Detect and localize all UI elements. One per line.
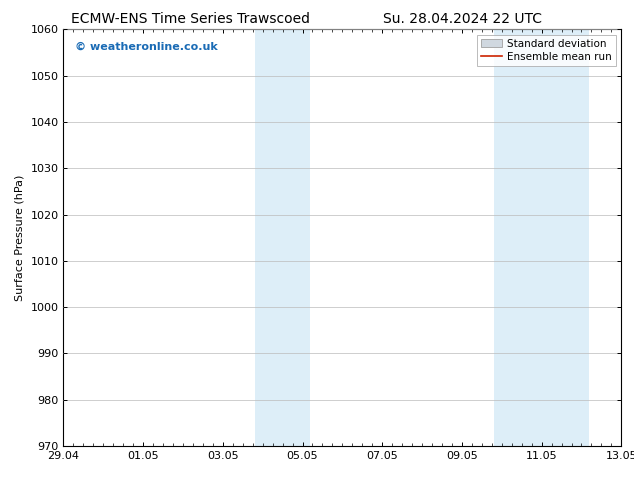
Text: ECMW-ENS Time Series Trawscoed: ECMW-ENS Time Series Trawscoed xyxy=(71,12,309,26)
Y-axis label: Surface Pressure (hPa): Surface Pressure (hPa) xyxy=(15,174,25,301)
Bar xyxy=(494,29,590,446)
Text: Su. 28.04.2024 22 UTC: Su. 28.04.2024 22 UTC xyxy=(384,12,542,26)
Legend: Standard deviation, Ensemble mean run: Standard deviation, Ensemble mean run xyxy=(477,35,616,66)
Text: © weatheronline.co.uk: © weatheronline.co.uk xyxy=(75,42,217,52)
Bar xyxy=(255,29,311,446)
